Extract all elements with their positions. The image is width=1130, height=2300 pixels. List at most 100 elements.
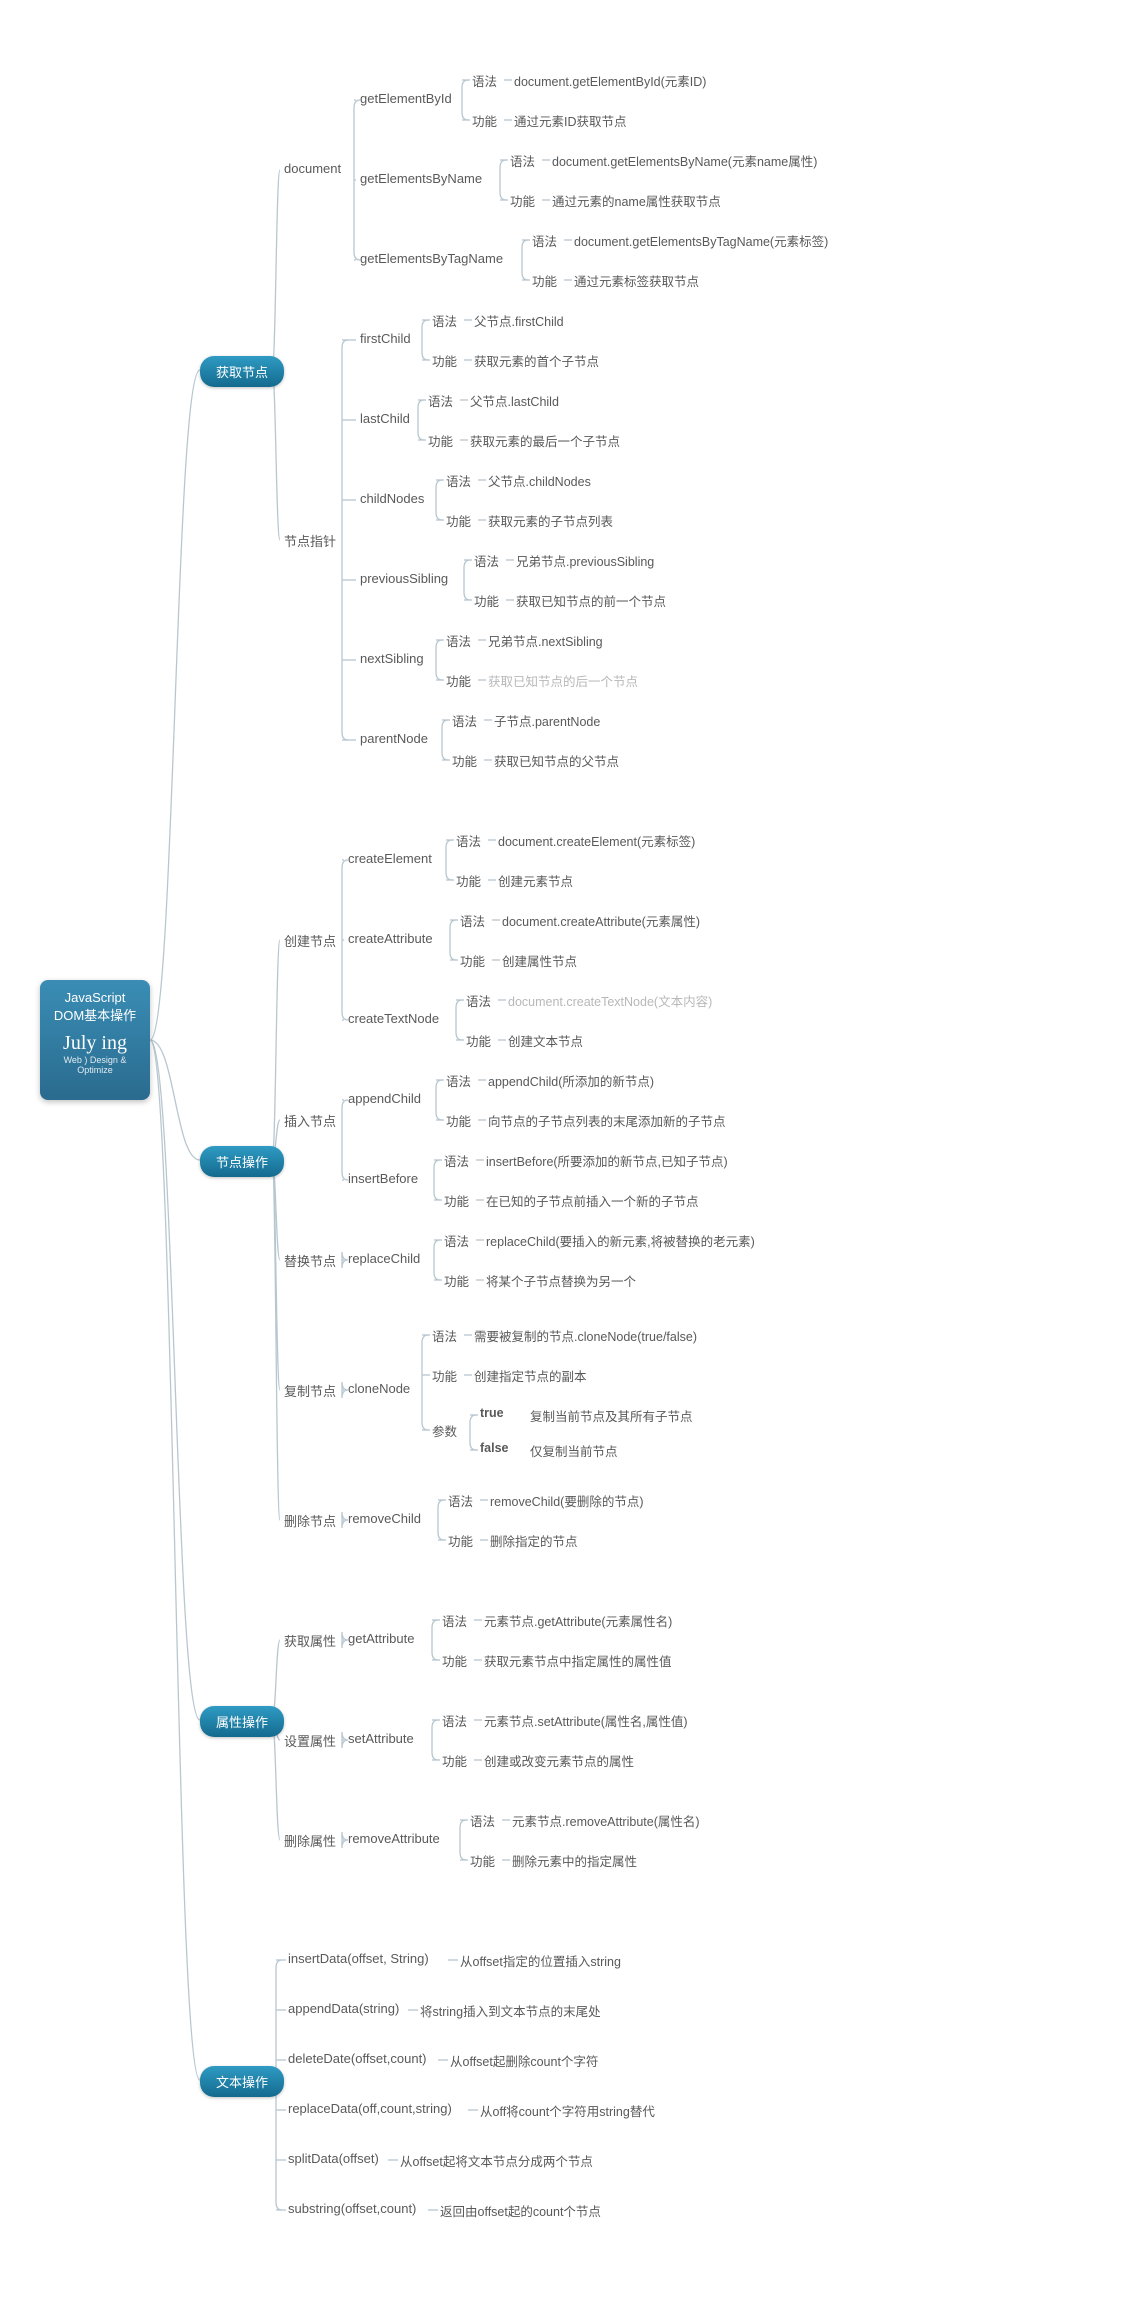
leaf-tag: 功能 [446,511,471,530]
method-node: appendChild [348,1091,421,1106]
leaf-value: 将某个子节点替换为另一个 [486,1271,636,1290]
leaf-value: document.getElementById(元素ID) [514,71,706,90]
method-node: getElementById [360,91,452,106]
section-pill: 获取节点 [200,356,284,387]
leaf-value: 创建或改变元素节点的属性 [484,1751,634,1770]
param-value: 复制当前节点及其所有子节点 [530,1406,693,1425]
group-node: document [284,161,341,176]
root-subsignature: Web ) Design & Optimize [46,1055,144,1075]
root-signature: July ing [46,1032,144,1055]
section-pill: 文本操作 [200,2066,284,2097]
leaf-tag: 功能 [442,1651,467,1670]
section-pill: 属性操作 [200,1706,284,1737]
text-op-label: appendData(string) [288,2001,399,2016]
leaf-tag: 语法 [452,711,477,730]
leaf-value: insertBefore(所要添加的新节点,已知子节点) [486,1151,728,1170]
text-op-value: 从off将count个字符用string替代 [480,2101,655,2120]
leaf-tag: 语法 [460,911,485,930]
leaf-tag: 功能 [444,1191,469,1210]
method-node: nextSibling [360,651,424,666]
leaf-tag: 功能 [460,951,485,970]
leaf-tag: 语法 [432,311,457,330]
leaf-value: appendChild(所添加的新节点) [488,1071,654,1090]
group-node: 插入节点 [284,1111,336,1130]
leaf-tag: 语法 [444,1231,469,1250]
leaf-value: 向节点的子节点列表的末尾添加新的子节点 [488,1111,726,1130]
leaf-tag: 功能 [510,191,535,210]
leaf-value: 父节点.lastChild [470,391,559,410]
section-pill: 节点操作 [200,1146,284,1177]
method-node: removeChild [348,1511,421,1526]
param-key: true [480,1406,504,1420]
leaf-value: 获取已知节点的后一个节点 [488,671,638,690]
method-node: createAttribute [348,931,433,946]
text-op-label: replaceData(off,count,string) [288,2101,452,2116]
leaf-tag: 语法 [472,71,497,90]
method-node: createElement [348,851,432,866]
leaf-tag: 语法 [428,391,453,410]
leaf-tag: 语法 [446,471,471,490]
leaf-tag: 功能 [432,1366,457,1385]
leaf-value: document.getElementsByName(元素name属性) [552,151,817,170]
group-node: 复制节点 [284,1381,336,1400]
group-node: 创建节点 [284,931,336,950]
method-node: getElementsByName [360,171,482,186]
leaf-tag: 语法 [456,831,481,850]
leaf-value: 删除元素中的指定属性 [512,1851,637,1870]
leaf-value: 元素节点.setAttribute(属性名,属性值) [484,1711,688,1730]
leaf-value: 通过元素ID获取节点 [514,111,627,130]
leaf-tag: 功能 [532,271,557,290]
method-node: setAttribute [348,1731,414,1746]
leaf-tag: 功能 [446,671,471,690]
text-op-label: substring(offset,count) [288,2201,416,2216]
leaf-value: 子节点.parentNode [494,711,600,730]
method-node: previousSibling [360,571,448,586]
leaf-value: 父节点.childNodes [488,471,591,490]
leaf-tag: 功能 [442,1751,467,1770]
text-op-value: 从offset起将文本节点分成两个节点 [400,2151,593,2170]
method-node: removeAttribute [348,1831,440,1846]
leaf-tag: 语法 [470,1811,495,1830]
method-node: cloneNode [348,1381,410,1396]
leaf-value: 兄弟节点.nextSibling [488,631,603,650]
leaf-tag: 功能 [448,1531,473,1550]
leaf-tag: 功能 [456,871,481,890]
leaf-value: replaceChild(要插入的新元素,将被替换的老元素) [486,1231,755,1250]
method-node: childNodes [360,491,424,506]
method-node: insertBefore [348,1171,418,1186]
leaf-tag: 语法 [444,1151,469,1170]
leaf-value: 获取元素的最后一个子节点 [470,431,620,450]
text-op-label: deleteDate(offset,count) [288,2051,427,2066]
leaf-value: removeChild(要删除的节点) [490,1491,644,1510]
method-node: createTextNode [348,1011,439,1026]
method-node: lastChild [360,411,410,426]
leaf-tag: 功能 [472,111,497,130]
method-node: getAttribute [348,1631,415,1646]
text-op-label: insertData(offset, String) [288,1951,429,1966]
group-node: 获取属性 [284,1631,336,1650]
group-node: 删除属性 [284,1831,336,1850]
leaf-value: 创建文本节点 [508,1031,583,1050]
leaf-value: 获取元素节点中指定属性的属性值 [484,1651,672,1670]
method-node: parentNode [360,731,428,746]
leaf-value: 父节点.firstChild [474,311,564,330]
leaf-value: 在已知的子节点前插入一个新的子节点 [486,1191,699,1210]
leaf-value: document.createElement(元素标签) [498,831,695,850]
group-node: 删除节点 [284,1511,336,1530]
leaf-value: 创建属性节点 [502,951,577,970]
leaf-value: 需要被复制的节点.cloneNode(true/false) [474,1326,697,1345]
text-op-value: 将string插入到文本节点的末尾处 [420,2001,601,2020]
leaf-tag: 语法 [466,991,491,1010]
leaf-value: 创建元素节点 [498,871,573,890]
leaf-value: 通过元素标签获取节点 [574,271,699,290]
leaf-value: 通过元素的name属性获取节点 [552,191,721,210]
param-value: 仅复制当前节点 [530,1441,618,1460]
method-node: getElementsByTagName [360,251,503,266]
leaf-value: document.getElementsByTagName(元素标签) [574,231,828,250]
method-node: replaceChild [348,1251,420,1266]
leaf-tag: 功能 [428,431,453,450]
group-node: 替换节点 [284,1251,336,1270]
mindmap-container: JavaScript DOM基本操作 July ing Web ) Design… [20,20,1110,2280]
leaf-value: document.createTextNode(文本内容) [508,991,712,1010]
leaf-value: 获取已知节点的父节点 [494,751,619,770]
